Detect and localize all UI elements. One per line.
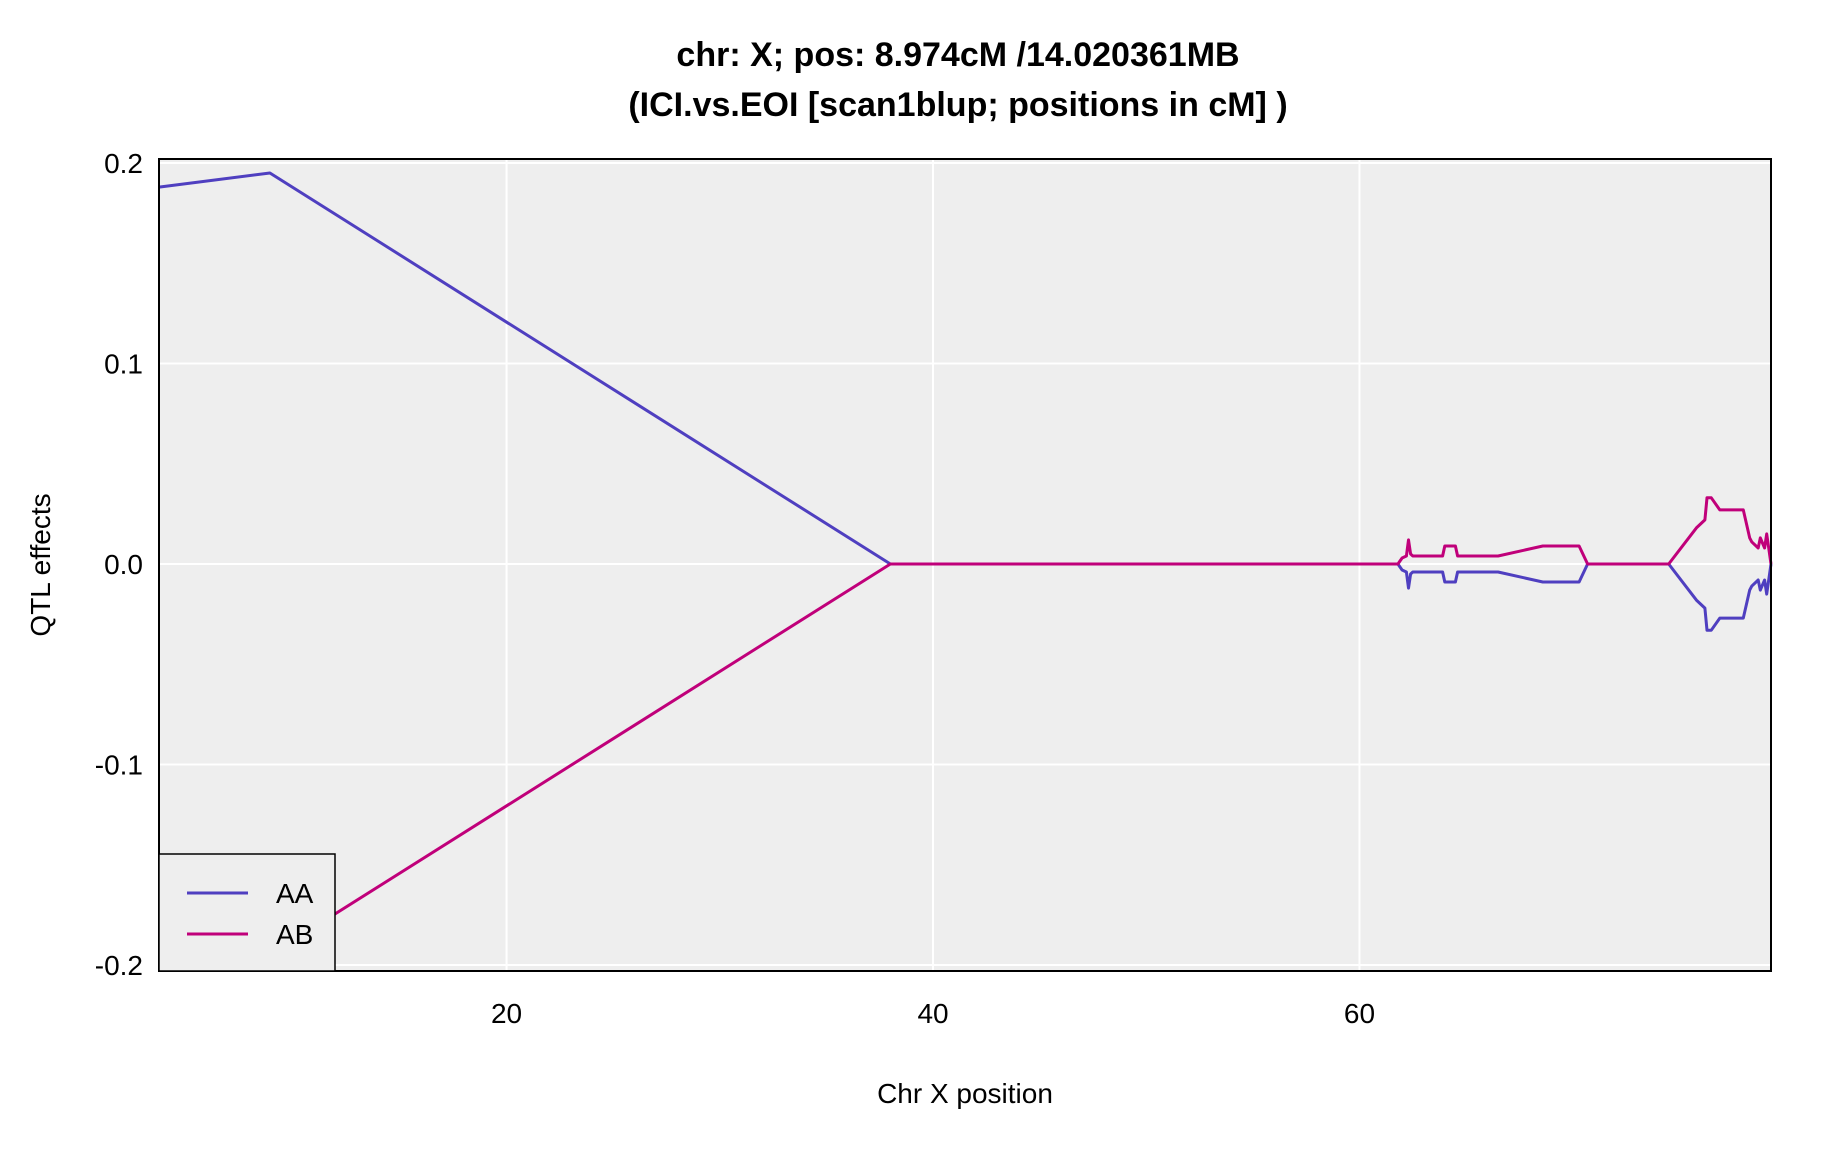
- x-tick-label: 60: [1344, 998, 1375, 1029]
- x-axis-ticks: 20 40 60: [491, 998, 1375, 1029]
- legend-label-ab: AB: [276, 919, 313, 950]
- y-axis-ticks: 0.2 0.1 0.0 -0.1 -0.2: [95, 148, 143, 981]
- y-tick-label: -0.1: [95, 749, 143, 780]
- legend-label-aa: AA: [276, 878, 314, 909]
- series-line-ab: [158, 496, 1773, 957]
- x-tick-label: 40: [917, 998, 948, 1029]
- y-axis-label: QTL effects: [25, 493, 56, 636]
- series-line-aa: [158, 171, 1773, 632]
- y-tick-label: -0.2: [95, 950, 143, 981]
- x-tick-label: 20: [491, 998, 522, 1029]
- x-axis-label: Chr X position: [877, 1078, 1053, 1109]
- legend: AA AB: [158, 853, 336, 972]
- legend-box: [158, 853, 336, 972]
- y-tick-label: 0.2: [104, 148, 143, 179]
- chart-title: chr: X; pos: 8.974cM /14.020361MB: [676, 36, 1239, 74]
- y-tick-label: 0.0: [104, 549, 143, 580]
- series-lines: [158, 171, 1773, 957]
- plot-border: [158, 158, 1772, 972]
- chart-subtitle: (ICI.vs.EOI [scan1blup; positions in cM]…: [628, 86, 1287, 124]
- y-tick-label: 0.1: [104, 349, 143, 380]
